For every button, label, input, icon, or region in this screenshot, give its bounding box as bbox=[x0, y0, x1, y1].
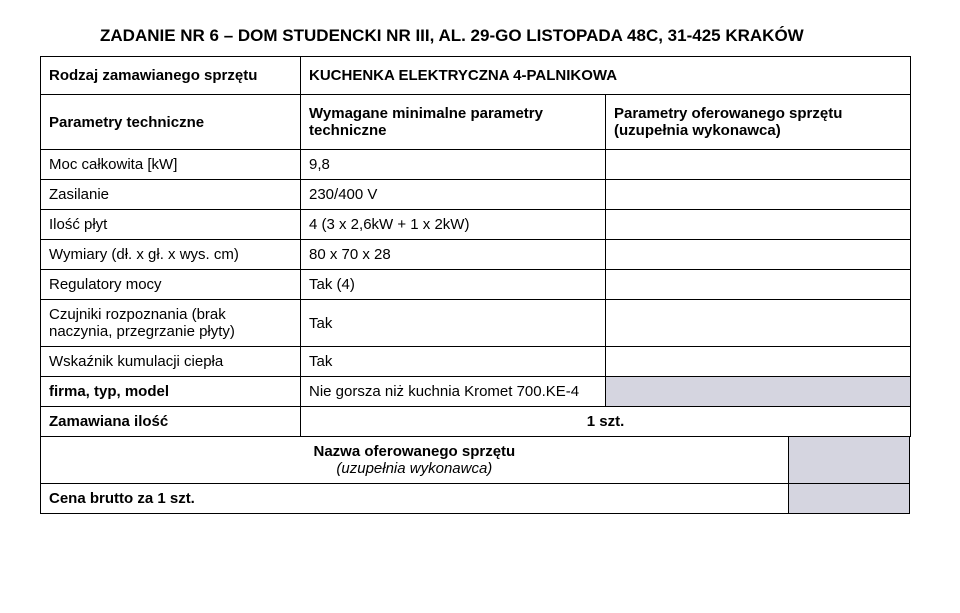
param-fill[interactable] bbox=[606, 180, 911, 210]
param-value: 4 (3 x 2,6kW + 1 x 2kW) bbox=[301, 210, 606, 240]
offered-name-line1: Nazwa oferowanego sprzętu bbox=[314, 443, 516, 460]
param-value: 230/400 V bbox=[301, 180, 606, 210]
param-label: Ilość płyt bbox=[41, 210, 301, 240]
param-fill[interactable] bbox=[606, 270, 911, 300]
header-params-label: Parametry techniczne bbox=[41, 95, 301, 150]
param-fill[interactable] bbox=[606, 240, 911, 270]
table-row: Zasilanie 230/400 V bbox=[41, 180, 911, 210]
header-equipment-type-label: Rodzaj zamawianego sprzętu bbox=[41, 57, 301, 95]
param-value: 80 x 70 x 28 bbox=[301, 240, 606, 270]
table-row: Czujniki rozpoznania (brak naczynia, prz… bbox=[41, 300, 911, 347]
table-row: Ilość płyt 4 (3 x 2,6kW + 1 x 2kW) bbox=[41, 210, 911, 240]
param-fill[interactable] bbox=[606, 210, 911, 240]
qty-label: Zamawiana ilość bbox=[41, 407, 301, 437]
offered-name-cell: Nazwa oferowanego sprzętu (uzupełnia wyk… bbox=[41, 437, 789, 484]
param-label: Regulatory mocy bbox=[41, 270, 301, 300]
offered-name-line2: (uzupełnia wykonawca) bbox=[336, 460, 492, 477]
param-label: Moc całkowita [kW] bbox=[41, 150, 301, 180]
model-value: Nie gorsza niż kuchnia Kromet 700.KE-4 bbox=[301, 377, 606, 407]
price-row: Cena brutto za 1 szt. bbox=[41, 484, 910, 514]
table-row: Wymiary (dł. x gł. x wys. cm) 80 x 70 x … bbox=[41, 240, 911, 270]
qty-row: Zamawiana ilość 1 szt. bbox=[41, 407, 911, 437]
model-label: firma, typ, model bbox=[41, 377, 301, 407]
header-row-2: Parametry techniczne Wymagane minimalne … bbox=[41, 95, 911, 150]
document-page: ZADANIE NR 6 – DOM STUDENCKI NR III, AL.… bbox=[40, 20, 910, 514]
param-value: Tak bbox=[301, 300, 606, 347]
document-title: ZADANIE NR 6 – DOM STUDENCKI NR III, AL.… bbox=[40, 20, 910, 56]
param-label: Wskaźnik kumulacji ciepła bbox=[41, 347, 301, 377]
param-fill[interactable] bbox=[606, 300, 911, 347]
param-label: Czujniki rozpoznania (brak naczynia, prz… bbox=[41, 300, 301, 347]
model-fill[interactable] bbox=[606, 377, 911, 407]
offered-name-row: Nazwa oferowanego sprzętu (uzupełnia wyk… bbox=[41, 437, 910, 484]
price-label: Cena brutto za 1 szt. bbox=[41, 484, 789, 514]
table-row: Wskaźnik kumulacji ciepła Tak bbox=[41, 347, 911, 377]
table-row: Regulatory mocy Tak (4) bbox=[41, 270, 911, 300]
param-value: 9,8 bbox=[301, 150, 606, 180]
qty-value: 1 szt. bbox=[301, 407, 911, 437]
footer-table: Nazwa oferowanego sprzętu (uzupełnia wyk… bbox=[40, 437, 910, 514]
param-value: Tak (4) bbox=[301, 270, 606, 300]
param-fill[interactable] bbox=[606, 347, 911, 377]
table-row: Moc całkowita [kW] 9,8 bbox=[41, 150, 911, 180]
param-fill[interactable] bbox=[606, 150, 911, 180]
param-value: Tak bbox=[301, 347, 606, 377]
param-label: Zasilanie bbox=[41, 180, 301, 210]
model-row: firma, typ, model Nie gorsza niż kuchnia… bbox=[41, 377, 911, 407]
spec-table: Rodzaj zamawianego sprzętu KUCHENKA ELEK… bbox=[40, 56, 911, 437]
price-fill[interactable] bbox=[788, 484, 909, 514]
header-row-1: Rodzaj zamawianego sprzętu KUCHENKA ELEK… bbox=[41, 57, 911, 95]
param-label: Wymiary (dł. x gł. x wys. cm) bbox=[41, 240, 301, 270]
header-equipment-type-value: KUCHENKA ELEKTRYCZNA 4-PALNIKOWA bbox=[301, 57, 911, 95]
header-min-params-label: Wymagane minimalne parametry techniczne bbox=[301, 95, 606, 150]
header-offered-params-label: Parametry oferowanego sprzętu (uzupełnia… bbox=[606, 95, 911, 150]
offered-name-fill[interactable] bbox=[788, 437, 909, 484]
